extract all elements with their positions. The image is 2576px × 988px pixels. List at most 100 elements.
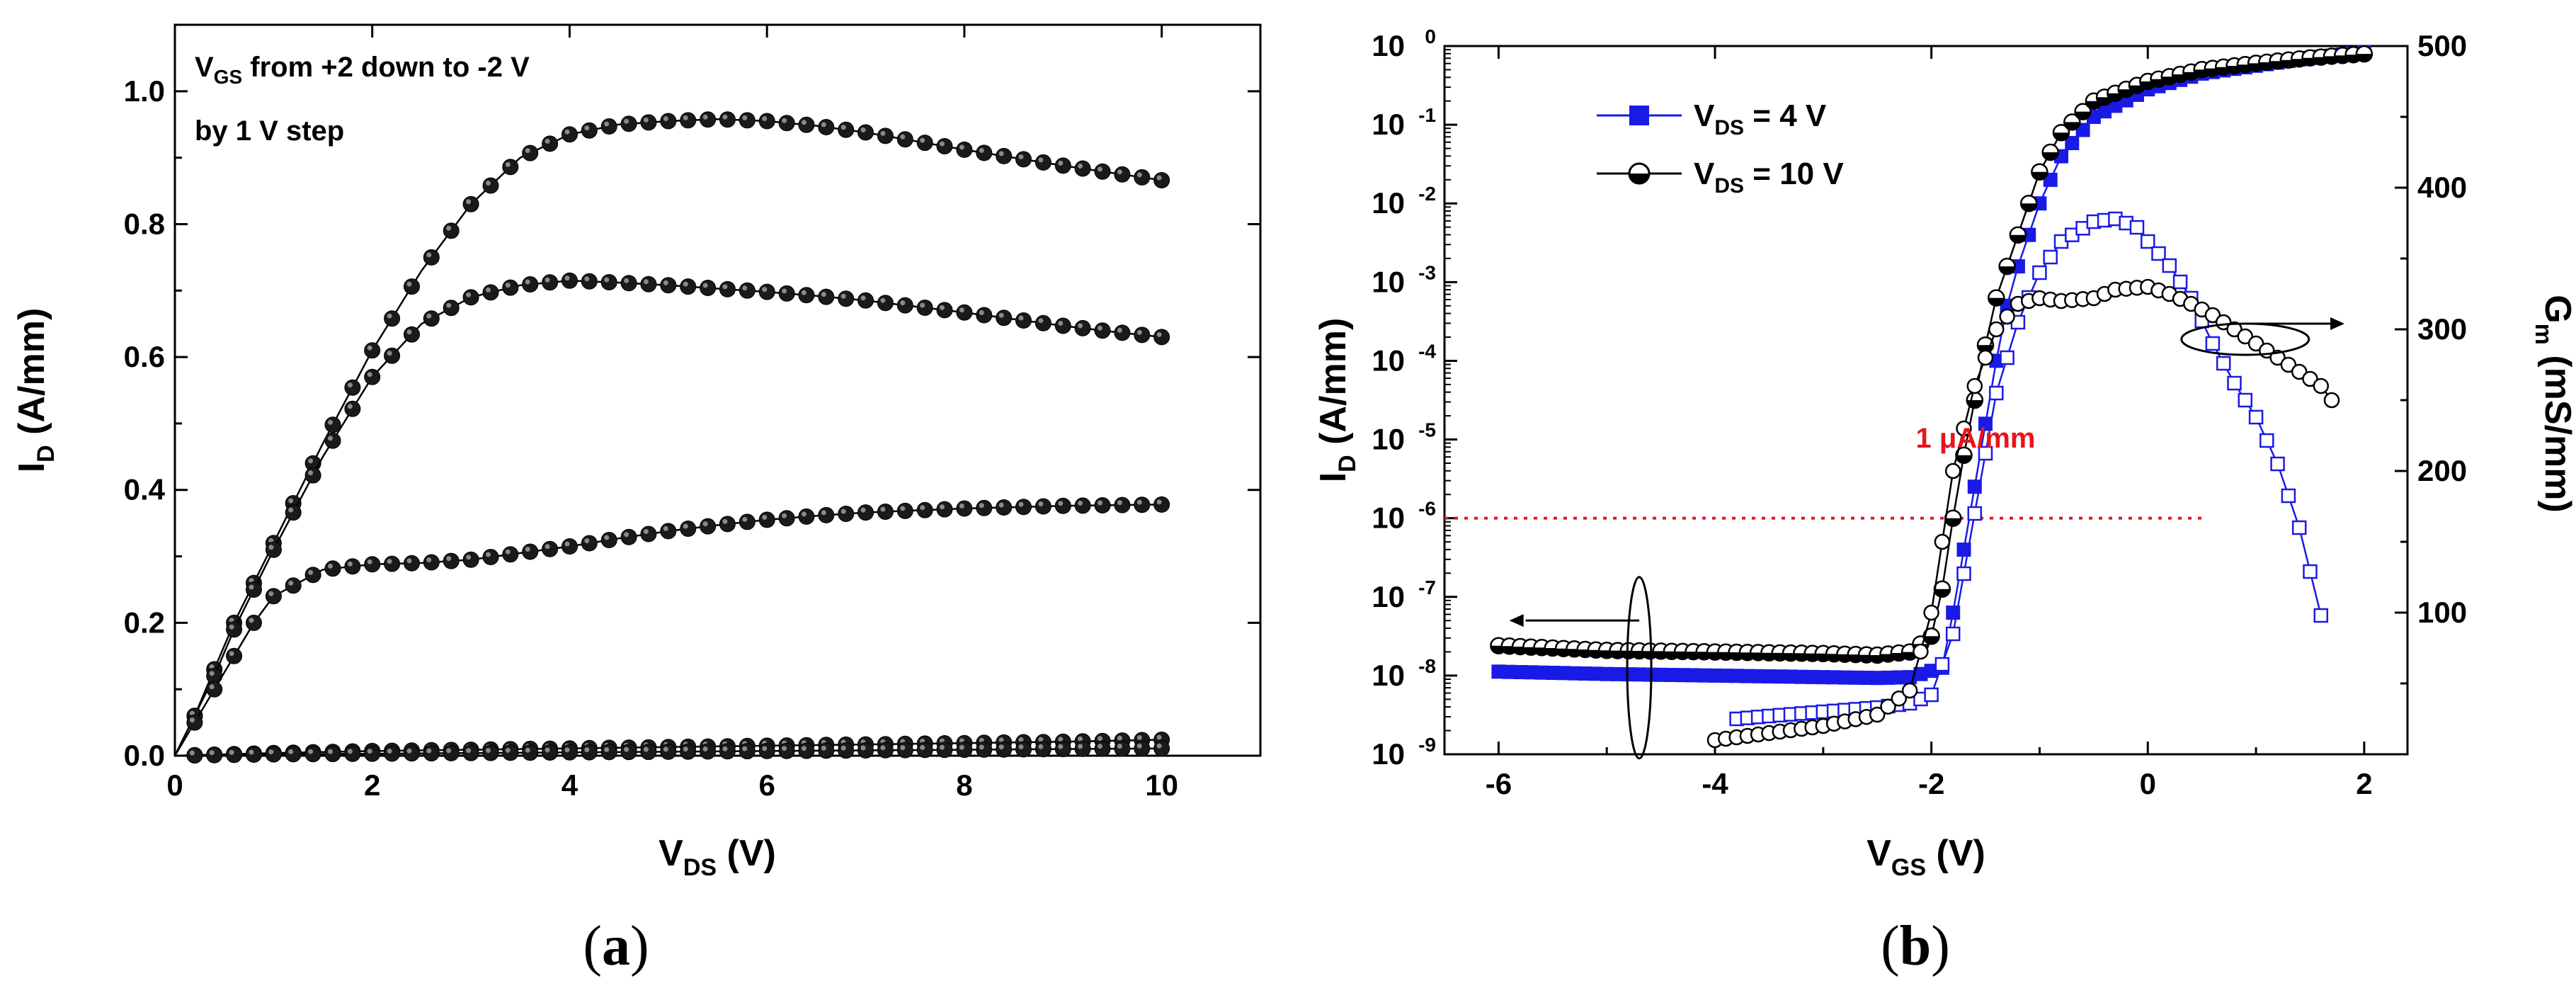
data-point [600, 274, 617, 290]
data-point-highlight [940, 744, 945, 750]
data-point [818, 288, 835, 305]
data-point [443, 552, 460, 569]
data-point [1491, 664, 1506, 679]
data-point [581, 122, 598, 139]
data-point [2129, 220, 2145, 235]
data-point-highlight [920, 302, 925, 308]
data-point-highlight [268, 591, 274, 596]
y-tick-label: 1.0 [124, 74, 165, 108]
data-point-highlight [979, 147, 984, 153]
data-point-highlight [1078, 736, 1083, 742]
data-point [778, 115, 795, 132]
data-point-highlight [229, 651, 234, 657]
data-point [285, 577, 302, 594]
data-point [344, 558, 361, 575]
x-tick-label: -6 [1486, 767, 1512, 800]
data-point [206, 681, 223, 698]
data-point [482, 284, 499, 301]
data-point [877, 127, 894, 144]
y-tick-exponent-label: -7 [1418, 577, 1436, 598]
data-point-highlight [880, 297, 886, 303]
data-point [384, 310, 401, 327]
data-point [226, 647, 243, 664]
data-point-highlight [1136, 329, 1142, 335]
data-point-highlight [545, 277, 550, 283]
data-point [996, 310, 1013, 327]
data-point [1675, 668, 1690, 683]
data-point-highlight [663, 116, 668, 121]
data-point [364, 556, 381, 573]
data-point [838, 506, 855, 522]
data-point-highlight [821, 122, 826, 127]
data-point-fill [2010, 234, 2026, 243]
data-point-highlight [840, 293, 846, 299]
data-point-highlight [821, 745, 826, 751]
data-point [2043, 249, 2058, 265]
x-tick-label: 6 [759, 768, 775, 802]
data-point [324, 560, 341, 577]
data-point-highlight [288, 749, 294, 754]
data-point [798, 508, 815, 525]
data-point [1114, 166, 1131, 183]
data-point [482, 549, 499, 565]
data-point [344, 379, 361, 396]
data-point-highlight [1038, 744, 1044, 749]
data-point [1074, 497, 1091, 514]
data-point [1837, 670, 1852, 685]
data-point-fill [2107, 93, 2124, 101]
data-point-highlight [840, 125, 846, 130]
data-point-highlight [249, 618, 254, 623]
data-point-highlight [1018, 315, 1024, 321]
data-point [581, 744, 598, 761]
data-point-highlight [347, 382, 353, 388]
data-point-highlight [900, 300, 906, 306]
data-point-highlight [1098, 736, 1102, 742]
data-point [680, 278, 697, 295]
data-point [1967, 506, 1983, 521]
data-point-highlight [1098, 500, 1102, 506]
data-point [936, 742, 953, 759]
data-point-fill [1956, 455, 1972, 463]
data-point [956, 141, 973, 158]
data-point-highlight [643, 117, 649, 123]
data-point [462, 289, 479, 306]
y-tick-label: 0.6 [124, 340, 165, 373]
y-tick-exponent-label: -4 [1418, 340, 1436, 362]
data-point-fill [2021, 203, 2037, 212]
data-point [1632, 667, 1647, 682]
data-point-highlight [1117, 169, 1122, 175]
data-point [680, 112, 697, 129]
y-tick-exponent-label: -3 [1418, 261, 1436, 283]
data-point [404, 326, 420, 343]
data-point-highlight [860, 295, 866, 301]
data-point [2291, 363, 2308, 380]
data-point-highlight [821, 510, 826, 516]
y-tick-exponent-label: -5 [1418, 419, 1436, 441]
data-point [384, 347, 401, 364]
data-point [719, 111, 736, 128]
data-point-highlight [486, 552, 491, 557]
data-point-highlight [446, 302, 452, 308]
panel-a-x-axis-label: VDS (V) [659, 833, 776, 881]
data-point [640, 114, 657, 131]
data-point-highlight [229, 749, 234, 755]
y-tick-label: 10 [1372, 501, 1405, 535]
data-point [265, 746, 282, 763]
data-point-highlight [840, 509, 846, 514]
data-point [1054, 497, 1071, 514]
data-point [778, 742, 795, 759]
data-point [1664, 668, 1679, 682]
data-point [600, 744, 617, 761]
data-point-highlight [1038, 501, 1044, 506]
data-point [581, 273, 598, 290]
data-point-highlight [347, 749, 353, 754]
data-point-highlight [209, 750, 215, 756]
data-point [2226, 321, 2242, 338]
data-point-fill [2042, 152, 2058, 161]
data-point-highlight [1078, 500, 1083, 506]
panel-b-label: (b) [1881, 915, 1950, 977]
data-point [896, 131, 913, 148]
data-point [1880, 698, 1896, 715]
data-point-highlight [564, 541, 570, 547]
data-point-highlight [426, 252, 432, 258]
